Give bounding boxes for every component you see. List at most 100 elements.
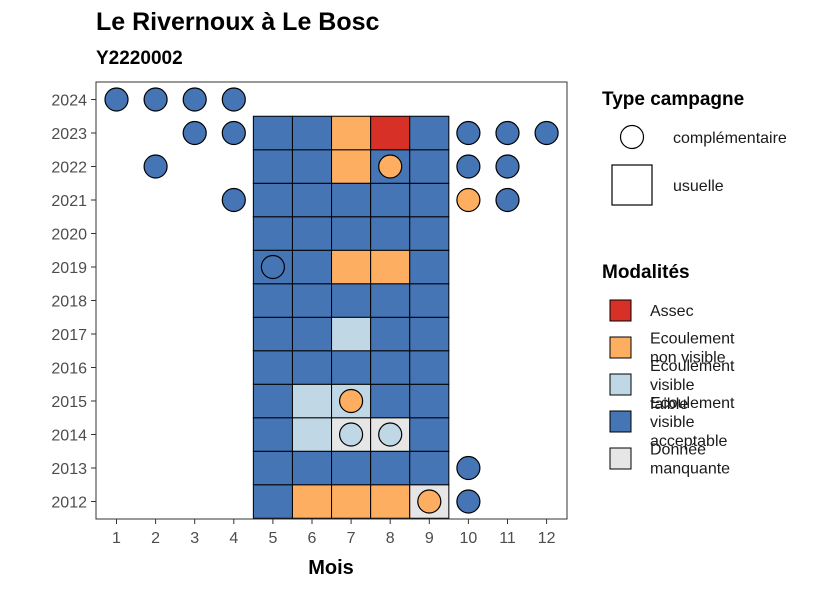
tile-2019-6 [291, 249, 333, 285]
tile-2019-8 [370, 249, 411, 285]
tile-2017-8 [370, 316, 411, 352]
tile-2019-9 [409, 249, 450, 285]
tile-2020-5 [252, 216, 293, 251]
x-tick-label: 5 [268, 530, 277, 547]
point-2021-4 [221, 187, 246, 213]
tile-2022-9 [409, 149, 450, 184]
point-2019-5 [260, 254, 285, 280]
y-tick-label: 2014 [51, 428, 87, 445]
x-axis-title: Mois [308, 557, 354, 579]
legend-square-icon [611, 164, 653, 206]
tile-2017-9 [409, 316, 450, 352]
tile-2023-9 [409, 115, 450, 151]
x-tick-label: 4 [229, 530, 238, 547]
y-tick-label: 2015 [51, 394, 87, 411]
legend-swatch [609, 447, 632, 470]
tile-2022-7 [331, 149, 372, 184]
point-2024-2 [143, 87, 168, 112]
tile-2018-8 [370, 283, 411, 318]
point-2024-3 [182, 87, 207, 112]
tile-2017-6 [291, 316, 333, 352]
legend-mod-label: Ecoulement visible faible [650, 358, 735, 413]
x-tick-label: 9 [425, 530, 434, 547]
chart-subtitle: Y2220002 [96, 48, 183, 69]
tile-2020-6 [291, 216, 333, 251]
point-2014-7 [339, 422, 364, 447]
y-tick-label: 2018 [51, 294, 87, 311]
point-2022-2 [143, 154, 168, 179]
y-tick-label: 2012 [51, 495, 87, 512]
tile-2013-9 [409, 450, 450, 486]
point-2023-12 [534, 120, 559, 146]
tile-2012-8 [370, 484, 411, 519]
tile-2018-5 [252, 283, 293, 318]
x-tick-label: 10 [460, 530, 478, 547]
legend-swatch [609, 336, 632, 359]
point-2022-10 [456, 154, 481, 179]
tile-2017-5 [252, 316, 293, 352]
point-2023-4 [221, 120, 246, 146]
y-tick-label: 2019 [51, 260, 87, 277]
tile-2020-8 [370, 216, 411, 251]
x-tick-label: 12 [538, 530, 556, 547]
tile-2023-5 [252, 115, 293, 151]
point-2024-1 [104, 87, 129, 112]
tile-2023-6 [291, 115, 333, 151]
x-tick-label: 8 [386, 530, 395, 547]
tile-2015-9 [409, 383, 450, 419]
tile-2016-6 [291, 350, 333, 385]
tile-2020-9 [409, 216, 450, 251]
tile-2016-7 [331, 350, 372, 385]
tile-2016-9 [409, 350, 450, 385]
tile-2018-9 [409, 283, 450, 318]
legend-swatch [609, 410, 632, 433]
tile-2021-6 [291, 182, 333, 218]
y-tick-label: 2021 [51, 193, 87, 210]
y-tick-label: 2024 [51, 93, 87, 110]
tile-2018-6 [291, 283, 333, 318]
x-tick-label: 2 [151, 530, 160, 547]
tile-2018-7 [331, 283, 372, 318]
tile-2015-5 [252, 383, 293, 419]
legend-type-label: complémentaire [673, 130, 787, 147]
y-tick-label: 2013 [51, 461, 87, 478]
point-2021-11 [495, 187, 520, 213]
legend-type-label: usuelle [673, 178, 724, 195]
legend-mod-label: Assec [650, 303, 694, 320]
legend-circle-icon [619, 124, 645, 150]
tile-2020-7 [331, 216, 372, 251]
tile-2015-8 [370, 383, 411, 419]
tile-2013-7 [331, 450, 372, 486]
tile-2013-5 [252, 450, 293, 486]
chart-title: Le Rivernoux à Le Bosc [96, 8, 380, 36]
legend-swatch [609, 373, 632, 396]
x-tick-label: 1 [112, 530, 121, 547]
legend-mod-title: Modalités [602, 262, 690, 283]
tile-2014-6 [291, 417, 333, 452]
tile-2021-8 [370, 182, 411, 218]
y-tick-label: 2016 [51, 361, 87, 378]
y-tick-label: 2022 [51, 160, 87, 177]
tile-2014-9 [409, 417, 450, 452]
x-tick-label: 6 [308, 530, 317, 547]
legend-mod-label: Ecoulement visible acceptable [650, 395, 735, 450]
tile-2021-7 [331, 182, 372, 218]
point-2022-8 [378, 154, 403, 179]
legend-type-title: Type campagne [602, 89, 744, 110]
point-2022-11 [495, 154, 520, 179]
point-2023-11 [495, 120, 520, 146]
point-2012-9 [417, 489, 442, 514]
x-tick-label: 11 [499, 530, 516, 547]
tile-2019-7 [331, 249, 372, 285]
tile-2023-7 [331, 115, 372, 151]
x-tick-label: 7 [347, 530, 356, 547]
legend-mod-label: Donnée manquante [650, 442, 730, 478]
tile-2015-6 [291, 383, 333, 419]
point-2013-10 [456, 455, 481, 481]
tile-2023-8 [370, 115, 411, 151]
point-2023-3 [182, 120, 207, 146]
tile-2013-6 [291, 450, 333, 486]
point-2024-4 [221, 87, 246, 112]
